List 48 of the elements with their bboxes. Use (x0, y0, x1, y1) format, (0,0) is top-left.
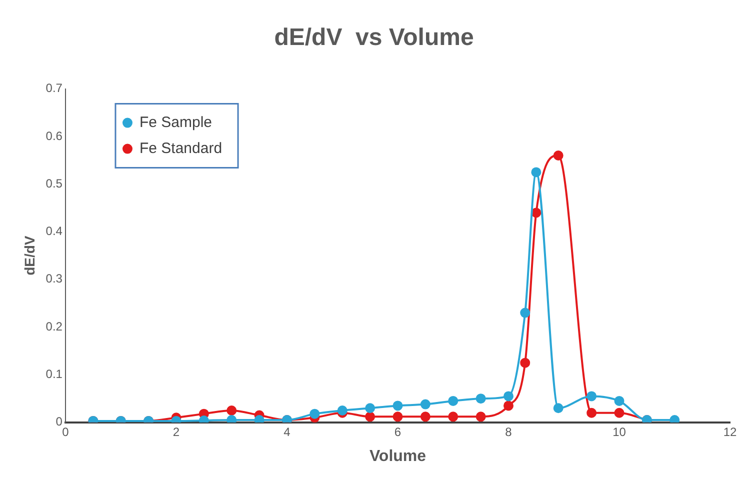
point (553, 150, 564, 161)
point (670, 415, 680, 422)
point (520, 308, 530, 318)
point (586, 391, 597, 402)
point (476, 412, 486, 422)
y-tick-label: 0.4 (46, 224, 63, 238)
point (365, 403, 376, 414)
point (503, 391, 514, 402)
x-tick-label: 8 (505, 424, 512, 439)
point (198, 415, 209, 422)
point (520, 358, 530, 368)
point (448, 396, 458, 406)
x-tick-label: 4 (284, 424, 291, 439)
x-tick-label: 6 (394, 424, 402, 439)
point (614, 396, 624, 406)
point (614, 408, 624, 418)
x-tick-label: 2 (172, 424, 180, 439)
y-axis-title: dE/dV (21, 235, 38, 276)
point (365, 412, 376, 422)
y-tick-label: 0.2 (46, 319, 63, 334)
chart-title: dE/dV vs Volume (274, 24, 474, 52)
x-axis-title: Volume (369, 448, 426, 465)
point (226, 405, 237, 416)
legend-label: Fe Standard (139, 140, 222, 157)
point (448, 412, 458, 422)
x-tick-label: 12 (723, 424, 737, 439)
point (476, 394, 486, 404)
point (392, 400, 403, 411)
point (420, 412, 430, 422)
y-tick-label: 0.3 (46, 272, 63, 286)
point (586, 408, 597, 418)
x-tick-label: 10 (612, 424, 626, 439)
y-tick-label: 0.7 (46, 81, 63, 96)
point (503, 400, 514, 411)
y-tick-label: 0.6 (46, 128, 63, 143)
point (392, 412, 403, 422)
point (310, 408, 320, 419)
point (226, 415, 237, 422)
point (553, 403, 564, 414)
legend-label: Fe Sample (139, 114, 212, 131)
point (531, 208, 542, 218)
y-tick-label: 0.1 (46, 367, 63, 382)
point (254, 415, 264, 422)
point (420, 399, 430, 410)
y-tick-label: 0.5 (46, 176, 63, 190)
y-tick-label: 0 (56, 414, 63, 429)
point (531, 167, 542, 178)
point (337, 405, 348, 416)
